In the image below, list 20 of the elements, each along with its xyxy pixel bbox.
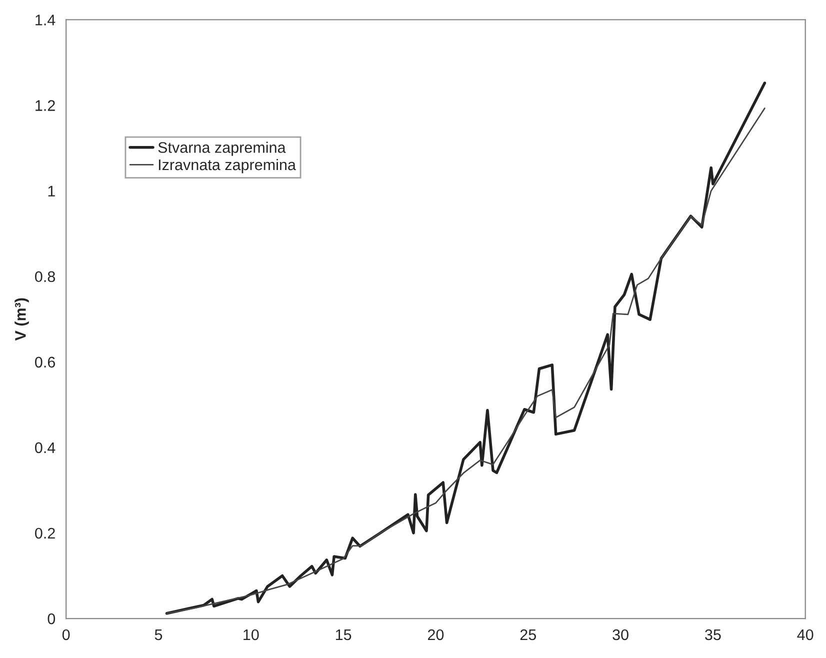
y-tick-label: 0.8 — [35, 271, 55, 282]
y-tick-label: 0.2 — [35, 528, 55, 539]
x-tick-label: 20 — [428, 629, 444, 640]
y-axis-title: V (m³) — [14, 298, 29, 341]
x-tick-label: 40 — [797, 629, 814, 640]
legend-label: Stvarna zapremina — [158, 142, 286, 156]
y-tick-label: 1.2 — [36, 100, 55, 111]
x-tick-label: 30 — [612, 629, 628, 640]
y-tick-label: 0.4 — [35, 442, 56, 454]
y-tick-label: 1.4 — [36, 14, 56, 26]
y-tick-label: 0.6 — [35, 356, 55, 368]
y-tick-label: 1 — [48, 186, 55, 196]
x-tick-label: 35 — [705, 629, 721, 640]
y-tick-label: 0 — [48, 613, 56, 624]
x-tick-label: 10 — [244, 629, 259, 640]
x-tick-label: 0 — [62, 629, 70, 640]
x-tick-label: 15 — [336, 630, 352, 640]
x-tick-label: 5 — [154, 630, 162, 640]
legend-label: Izravnata zapremina — [158, 158, 296, 174]
x-tick-label: 25 — [520, 629, 536, 640]
